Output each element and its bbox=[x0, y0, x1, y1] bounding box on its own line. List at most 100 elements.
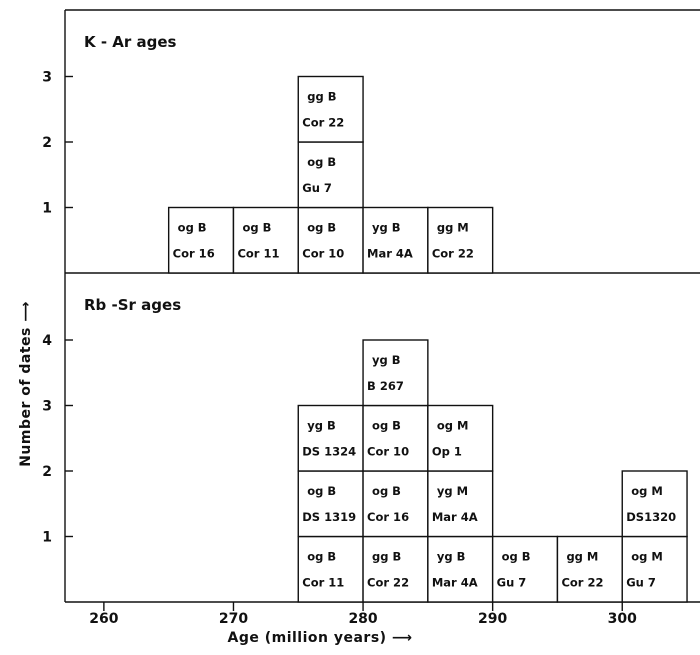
date-box-rect bbox=[297, 404, 364, 472]
date-box-rect bbox=[297, 206, 364, 274]
rock-type-label: og M bbox=[437, 419, 469, 433]
y-tick-label: 2 bbox=[42, 135, 52, 151]
rock-type-label: yg B bbox=[437, 550, 466, 564]
sample-id-label: Cor 11 bbox=[237, 247, 279, 261]
rock-type-label: og B bbox=[307, 221, 336, 235]
rock-type-label: og M bbox=[631, 550, 663, 564]
x-tick-label: 270 bbox=[219, 611, 248, 627]
sample-id-label: DS1320 bbox=[626, 510, 676, 524]
date-box-rect bbox=[427, 404, 494, 472]
date-box-rect bbox=[362, 404, 429, 472]
rock-type-label: og B bbox=[372, 419, 401, 433]
sample-id-label: Op 1 bbox=[432, 445, 462, 459]
date-box-rect bbox=[232, 206, 299, 274]
date-box: yg B B 267 bbox=[362, 339, 429, 407]
date-box: og M DS1320 bbox=[621, 470, 688, 538]
date-box: og B Gu 7 bbox=[297, 141, 364, 209]
rock-type-label: yg B bbox=[372, 353, 401, 367]
date-box: og B Cor 11 bbox=[297, 535, 364, 603]
sample-id-label: Cor 10 bbox=[302, 247, 344, 261]
date-box: og B Gu 7 bbox=[491, 535, 559, 603]
rock-type-label: gg M bbox=[437, 221, 469, 235]
x-tick-label: 280 bbox=[348, 611, 377, 627]
date-box: og M Op 1 bbox=[427, 404, 494, 472]
rock-type-label: og M bbox=[631, 484, 663, 498]
sample-id-label: Gu 7 bbox=[626, 576, 656, 590]
y-tick-label: 1 bbox=[42, 530, 52, 546]
sample-id-label: DS 1319 bbox=[302, 510, 356, 524]
y-axis-label: Number of dates ⟶ bbox=[18, 301, 34, 467]
date-box: gg M Cor 22 bbox=[556, 535, 623, 603]
x-tick-label: 300 bbox=[608, 611, 637, 627]
date-box: gg B Cor 22 bbox=[297, 75, 364, 143]
y-tick-label: 3 bbox=[42, 399, 52, 415]
date-box: og B Cor 16 bbox=[362, 470, 429, 538]
sample-id-label: Cor 22 bbox=[561, 576, 603, 590]
date-box: yg B Mar 4A bbox=[427, 535, 494, 603]
date-box: og B DS 1319 bbox=[297, 470, 364, 538]
date-box: yg B DS 1324 bbox=[297, 404, 364, 472]
rock-type-label: og B bbox=[372, 484, 401, 498]
rock-type-label: og B bbox=[502, 550, 531, 564]
date-box: og B Cor 16 bbox=[167, 206, 235, 274]
date-box-rect bbox=[297, 75, 364, 143]
rock-type-label: og B bbox=[242, 221, 271, 235]
sample-id-label: DS 1324 bbox=[302, 445, 356, 459]
rock-type-label: yg M bbox=[437, 484, 468, 498]
x-tick-label: 290 bbox=[478, 611, 507, 627]
sample-id-label: Cor 11 bbox=[302, 576, 344, 590]
date-box-rect bbox=[621, 470, 688, 538]
sample-id-label: Gu 7 bbox=[497, 576, 527, 590]
rock-type-label: yg B bbox=[372, 221, 401, 235]
rock-type-label: og B bbox=[307, 155, 336, 169]
sample-id-label: Mar 4A bbox=[432, 576, 478, 590]
date-box-rect bbox=[621, 535, 688, 603]
date-box: og M Gu 7 bbox=[621, 535, 688, 603]
rock-type-label: gg M bbox=[566, 550, 598, 564]
date-box-rect bbox=[362, 339, 429, 407]
date-box: og B Cor 11 bbox=[232, 206, 299, 274]
sample-id-label: Cor 16 bbox=[173, 247, 215, 261]
panel-k-ar: K - Ar ages 1 2 3 og B Cor 16 og B Cor 11 og B Co… bbox=[42, 33, 494, 274]
rock-type-label: og B bbox=[307, 484, 336, 498]
x-axis-label: Age (million years) ⟶ bbox=[227, 630, 412, 646]
rock-type-label: og B bbox=[178, 221, 207, 235]
date-box-rect bbox=[297, 470, 364, 538]
y-tick-label: 4 bbox=[42, 333, 52, 349]
date-box-rect bbox=[297, 535, 364, 603]
rock-type-label: gg B bbox=[372, 550, 401, 564]
date-box: gg M Cor 22 bbox=[427, 206, 494, 274]
sample-id-label: Cor 10 bbox=[367, 445, 409, 459]
date-box-rect bbox=[556, 535, 623, 603]
date-box-rect bbox=[491, 535, 559, 603]
sample-id-label: B 267 bbox=[367, 379, 404, 393]
date-box-rect bbox=[362, 470, 429, 538]
sample-id-label: Gu 7 bbox=[302, 181, 332, 195]
date-box: yg M Mar 4A bbox=[427, 470, 494, 538]
date-box: yg B Mar 4A bbox=[362, 206, 429, 274]
chart-panels: K - Ar ages 1 2 3 og B Cor 16 og B Cor 11 og B Co… bbox=[42, 33, 688, 603]
date-box-rect bbox=[297, 141, 364, 209]
date-box: gg B Cor 22 bbox=[362, 535, 429, 603]
sample-id-label: Mar 4A bbox=[432, 510, 478, 524]
panel-title: K - Ar ages bbox=[84, 33, 177, 51]
panel-title: Rb -Sr ages bbox=[84, 296, 181, 314]
date-box-rect bbox=[427, 470, 494, 538]
sample-id-label: Cor 22 bbox=[302, 116, 344, 130]
y-tick-label: 3 bbox=[42, 70, 52, 86]
chart-axes: Age (million years) ⟶ Number of dates ⟶ … bbox=[18, 301, 637, 646]
date-box-rect bbox=[427, 206, 494, 274]
panel-rb-sr: Rb -Sr ages 1 2 3 4 og B Cor 11 og B DS 1319 yg B… bbox=[42, 296, 688, 603]
sample-id-label: Cor 22 bbox=[432, 247, 474, 261]
rock-type-label: yg B bbox=[307, 419, 336, 433]
y-tick-label: 2 bbox=[42, 464, 52, 480]
date-box-rect bbox=[167, 206, 235, 274]
date-box-rect bbox=[362, 535, 429, 603]
rock-type-label: og B bbox=[307, 550, 336, 564]
date-box: og B Cor 10 bbox=[362, 404, 429, 472]
sample-id-label: Cor 16 bbox=[367, 510, 409, 524]
sample-id-label: Mar 4A bbox=[367, 247, 413, 261]
sample-id-label: Cor 22 bbox=[367, 576, 409, 590]
x-tick-label: 260 bbox=[89, 611, 118, 627]
